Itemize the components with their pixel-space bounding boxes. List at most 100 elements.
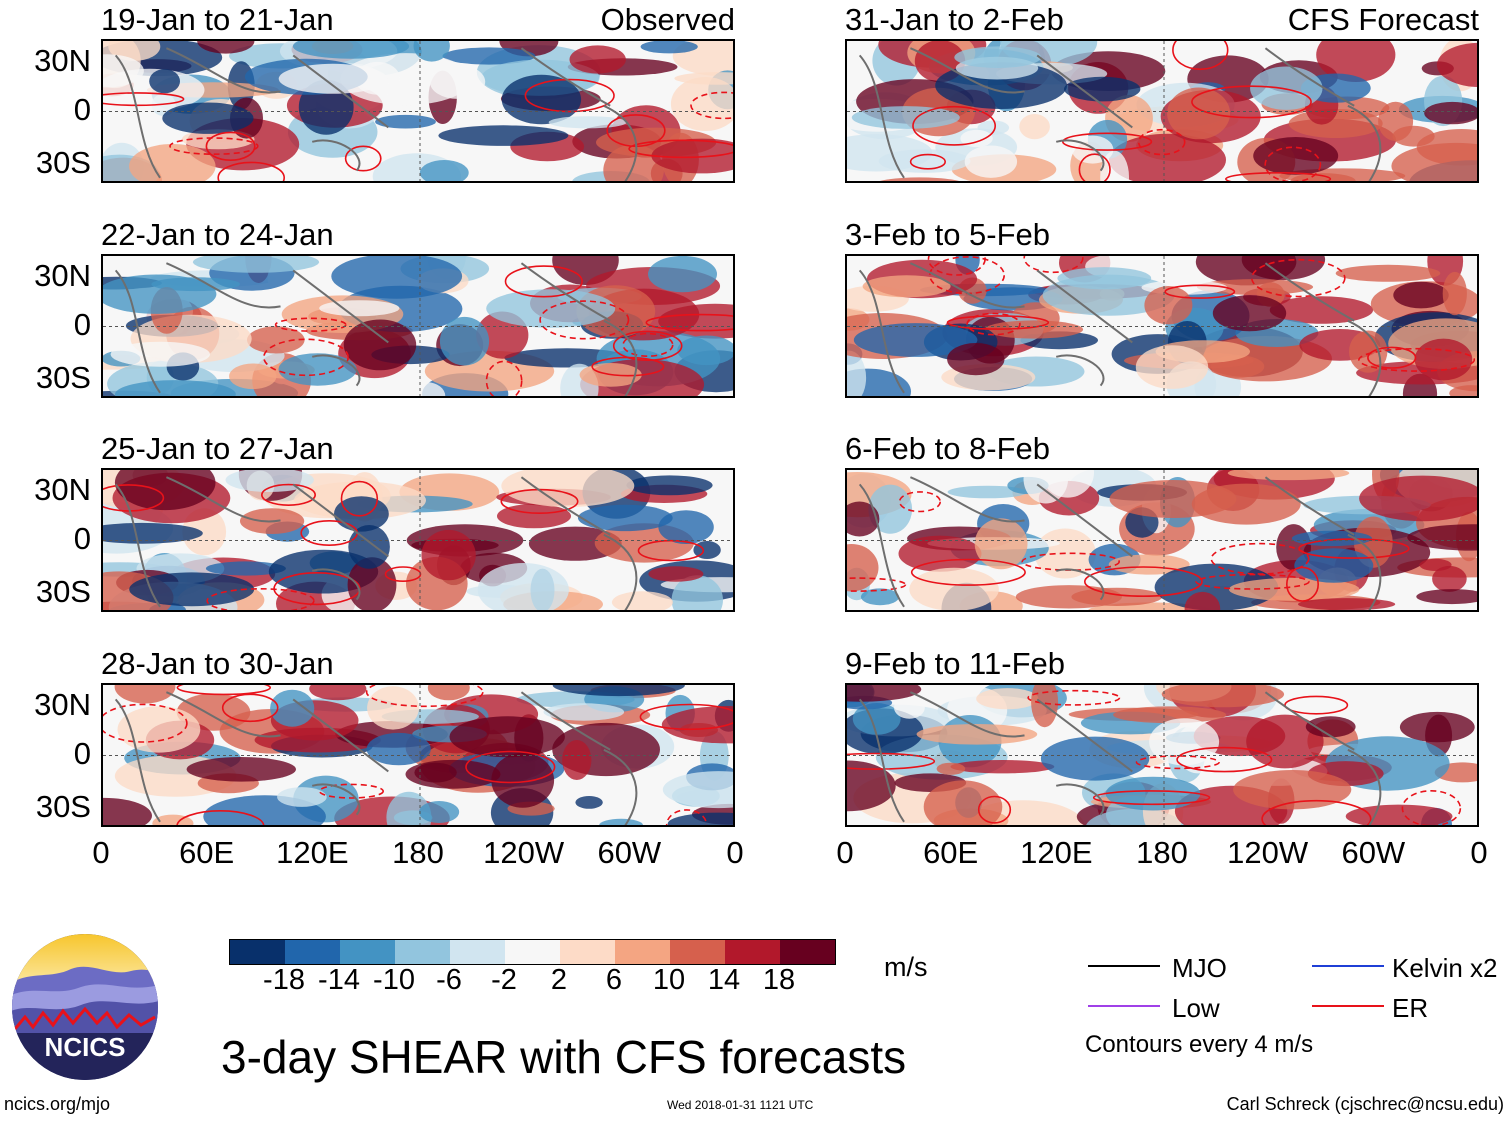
shear-anomaly-blob: [491, 752, 555, 808]
shear-anomaly-blob: [162, 102, 254, 134]
legend-line-low: [1088, 1005, 1160, 1007]
shear-anomaly-blob: [852, 703, 901, 735]
shear-anomaly-blob: [648, 566, 704, 582]
er-contour: [591, 356, 665, 377]
er-contour: [1137, 128, 1186, 156]
legend-label-low: Low: [1172, 993, 1220, 1023]
coastline: [114, 691, 638, 825]
er-contour: [639, 703, 733, 731]
shear-anomaly-blob: [862, 275, 951, 298]
shear-anomaly-blob: [1253, 137, 1339, 175]
shear-anomaly-blob: [860, 588, 900, 606]
panel-period-label: 22-Jan to 24-Jan: [101, 217, 334, 252]
timestamp: Wed 2018-01-31 1121 UTC: [667, 1098, 814, 1112]
lon-tick-label: 180: [1136, 835, 1188, 870]
shear-anomaly-blob: [1294, 548, 1374, 583]
shear-field: [103, 470, 733, 610]
shear-anomaly-blob: [278, 63, 388, 94]
er-contour: [637, 539, 705, 562]
shear-anomaly-blob: [923, 780, 1003, 825]
shear-anomaly-blob: [1161, 685, 1285, 708]
shear-anomaly-blob: [1105, 776, 1201, 811]
shear-anomaly-blob: [449, 716, 565, 758]
shear-anomaly-blob: [947, 485, 1028, 499]
er-contour: [847, 752, 936, 770]
shear-anomaly-blob: [1149, 718, 1220, 766]
shear-anomaly-blob: [292, 41, 410, 59]
shear-anomaly-blob: [414, 762, 457, 783]
shear-anomaly-blob: [1135, 345, 1209, 389]
shear-anomaly-blob: [442, 47, 536, 65]
shear-anomaly-blob: [1349, 330, 1388, 373]
shear-anomaly-blob: [661, 706, 733, 744]
shear-map: [101, 468, 735, 612]
panel-period-label: 6-Feb to 8-Feb: [845, 431, 1051, 466]
er-contour: [261, 483, 317, 506]
er-contour: [1367, 346, 1417, 369]
coastline: [114, 47, 638, 181]
lon-tick-label: 120E: [1020, 835, 1093, 870]
lat-tick-label: 30N: [34, 687, 91, 722]
colorbar-swatch: [230, 940, 285, 964]
coastline: [858, 476, 1382, 610]
colorbar-swatch: [725, 940, 780, 964]
colorbar-swatch: [395, 940, 450, 964]
shear-anomaly-blob: [421, 529, 476, 581]
lon-tick-label: 0: [726, 835, 744, 870]
shear-anomaly-blob: [1100, 150, 1129, 181]
panel-period-label: 28-Jan to 30-Jan: [101, 646, 334, 681]
shear-anomaly-blob: [152, 814, 194, 825]
colorbar-tick-label: -6: [436, 964, 462, 996]
shear-anomaly-blob: [879, 177, 960, 181]
shear-anomaly-blob: [103, 522, 203, 544]
shear-field: [103, 41, 733, 181]
er-contour: [1164, 284, 1236, 299]
shear-anomaly-blob: [878, 149, 971, 173]
shear-field: [847, 41, 1477, 181]
shear-anomaly-blob: [1108, 554, 1190, 575]
lat-tick-label: 30N: [34, 472, 91, 507]
legend-line-mjo: [1088, 965, 1160, 967]
legend-label-er: ER: [1392, 993, 1429, 1023]
coastline: [114, 476, 638, 610]
shear-map: [101, 683, 735, 827]
shear-anomaly-blob: [626, 475, 713, 496]
er-contour: [1176, 746, 1273, 773]
er-contour: [485, 360, 523, 396]
er-contour: [504, 265, 583, 298]
shear-anomaly-blob: [1250, 66, 1323, 110]
coastline: [858, 47, 1382, 181]
er-contour: [1298, 538, 1410, 559]
shear-anomaly-blob: [1246, 714, 1324, 769]
shear-anomaly-blob: [1414, 338, 1473, 381]
er-contour: [539, 300, 630, 340]
lat-tick-label: 0: [73, 92, 91, 127]
shear-anomaly-blob: [648, 256, 717, 293]
lon-tick-label: 0: [92, 835, 110, 870]
shear-anomaly-blob: [1144, 286, 1193, 325]
shear-map: [101, 254, 735, 398]
lon-tick-label: 60E: [179, 835, 235, 870]
colorbar-tick-label: 6: [605, 964, 623, 996]
er-contour: [927, 256, 986, 276]
panel-period-label: 31-Jan to 2-Feb: [845, 2, 1064, 37]
shear-anomaly-blob: [1416, 589, 1477, 605]
shear-anomaly-blob: [197, 41, 255, 54]
lat-tick-label: 30S: [35, 574, 91, 609]
units-label: m/s: [884, 952, 928, 982]
er-contour: [1284, 695, 1349, 715]
lat-tick-label: 30S: [35, 360, 91, 395]
shear-anomaly-blob: [1015, 585, 1122, 609]
colorbar-tick-label: 14: [707, 964, 741, 996]
shear-anomaly-blob: [909, 567, 999, 610]
shear-anomaly-blob: [1305, 716, 1356, 738]
er-contour: [1062, 132, 1153, 151]
shear-anomaly-blob: [225, 470, 314, 492]
chart-title: 3-day SHEAR with CFS forecasts: [221, 1031, 907, 1083]
shear-anomaly-blob: [103, 797, 152, 825]
shear-anomaly-blob: [575, 796, 603, 809]
site-link[interactable]: ncics.org/mjo: [4, 1094, 111, 1114]
shear-anomaly-blob: [1227, 470, 1350, 481]
lat-tick-label: 30N: [34, 43, 91, 78]
shear-anomaly-blob: [270, 689, 315, 727]
